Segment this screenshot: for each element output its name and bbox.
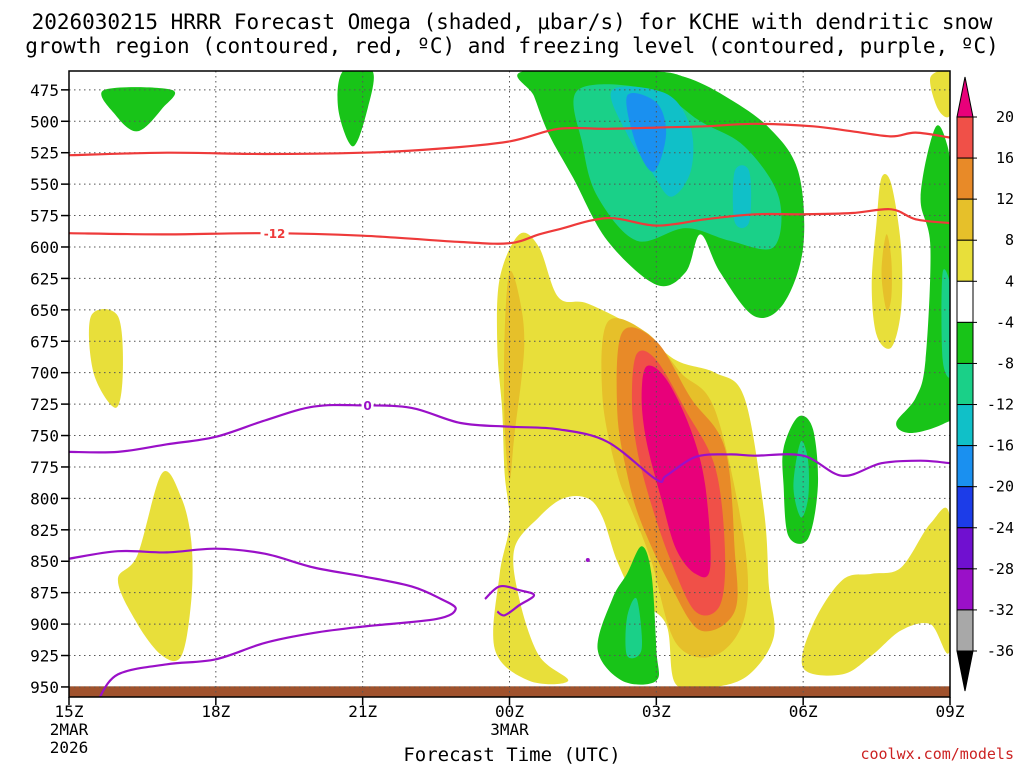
omega-region-yellow-right-lower <box>801 507 950 676</box>
y-axis: 475 500 525 550 575 600 625 650 675 700 725 750 775 8… <box>30 81 69 697</box>
dgz-contour-label-1: -12 <box>264 227 286 241</box>
colorbar-swatch-5 <box>956 321 974 364</box>
omega-region-green-right <box>896 125 950 433</box>
omega-region-yellow-left-small <box>88 309 123 408</box>
y-tick-label-675: 675 <box>30 332 59 351</box>
y-tick-label-725: 725 <box>30 395 59 414</box>
x-axis-title: Forecast Time (UTC) <box>403 744 621 766</box>
freezing-contour-label-0: 0 <box>363 399 371 413</box>
colorbar: 20 16 12 8 4 -4 -8 -12 -16 -20 -24 -28 -32 -36 <box>956 76 1014 692</box>
omega-region-green-top-mid <box>337 71 374 147</box>
y-tick-label-825: 825 <box>30 521 59 540</box>
colorbar-top-arrow <box>956 76 974 118</box>
x-tick-label-15Z: 15Z <box>55 702 84 721</box>
chart-title-line2: growth region (contoured, red, ºC) and f… <box>25 34 999 58</box>
colorbar-label-11: -28 <box>987 560 1014 578</box>
colorbar-label-3: 8 <box>1005 231 1014 249</box>
colorbar-swatch-0 <box>956 116 974 159</box>
omega-region-magenta-main <box>641 365 711 578</box>
x-tick-sublabel-15Z: 2MAR <box>50 720 89 739</box>
colorbar-label-5: -4 <box>996 313 1014 331</box>
x-tick-sublabel-00Z: 3MAR <box>490 720 529 739</box>
y-tick-label-850: 850 <box>30 552 59 571</box>
omega-region-teal-right <box>941 269 950 378</box>
y-tick-label-925: 925 <box>30 647 59 666</box>
freezing-contour-dot <box>585 557 590 562</box>
omega-region-teal-lower-mid <box>625 597 643 659</box>
y-tick-label-550: 550 <box>30 175 59 194</box>
chart-title-line1: 2026030215 HRRR Forecast Omega (shaded, … <box>31 10 993 34</box>
y-tick-label-650: 650 <box>30 301 59 320</box>
omega-region-orange-right-mid <box>881 234 892 311</box>
colorbar-label-1: 16 <box>996 149 1014 167</box>
dgz-contour-label-bg-1 <box>260 226 289 241</box>
freezing-contour-label-bg-0 <box>361 398 374 413</box>
colorbar-swatch-10 <box>956 527 974 570</box>
colorbar-label-9: -20 <box>987 478 1014 496</box>
omega-region-green-top-left <box>101 87 176 132</box>
x-tick-label-21Z: 21Z <box>348 702 377 721</box>
x-tick-sublabel2-15Z: 2026 <box>50 738 89 757</box>
y-tick-label-875: 875 <box>30 584 59 603</box>
x-tick-label-18Z: 18Z <box>201 702 230 721</box>
colorbar-label-12: -32 <box>987 601 1014 619</box>
colorbar-swatch-11 <box>956 568 974 611</box>
omega-region-cyan-small <box>732 165 752 229</box>
colorbar-label-8: -16 <box>987 437 1014 455</box>
colorbar-label-4: 4 <box>1005 272 1014 290</box>
colorbar-label-0: 20 <box>996 108 1014 126</box>
x-tick-label-00Z: 00Z <box>495 702 524 721</box>
colorbar-swatch-9 <box>956 486 974 529</box>
colorbar-label-13: -36 <box>987 642 1014 660</box>
contour-layer: -12 0 <box>69 122 950 697</box>
y-tick-label-600: 600 <box>30 238 59 257</box>
omega-region-yellow-topright <box>930 71 950 118</box>
y-tick-label-775: 775 <box>30 458 59 477</box>
colorbar-label-2: 12 <box>996 190 1014 208</box>
omega-region-yellow-left-lower <box>117 471 193 662</box>
colorbar-swatch-2 <box>956 198 974 241</box>
colorbar-swatch-3 <box>956 239 974 282</box>
y-tick-label-500: 500 <box>30 112 59 131</box>
colorbar-label-7: -12 <box>987 396 1014 414</box>
y-tick-label-950: 950 <box>30 678 59 697</box>
y-tick-label-475: 475 <box>30 81 59 100</box>
colorbar-bottom-arrow <box>956 650 974 692</box>
colorbar-swatch-7 <box>956 404 974 447</box>
dgz-contour-line-1 <box>69 208 950 245</box>
colorbar-swatch-6 <box>956 362 974 406</box>
colorbar-swatch-8 <box>956 445 974 488</box>
colorbar-swatch-4 <box>956 280 974 323</box>
freezing-contour-line-0 <box>69 403 950 483</box>
x-tick-label-09Z: 09Z <box>936 702 965 721</box>
omega-shading-layer <box>88 71 950 691</box>
y-tick-label-750: 750 <box>30 427 59 446</box>
y-tick-label-575: 575 <box>30 207 59 226</box>
x-tick-label-03Z: 03Z <box>642 702 671 721</box>
grid-layer <box>69 71 950 697</box>
y-tick-label-700: 700 <box>30 364 59 383</box>
colorbar-label-6: -8 <box>996 354 1014 372</box>
colorbar-swatch-12 <box>956 609 974 652</box>
y-tick-label-625: 625 <box>30 269 59 288</box>
dgz-contour-line-0 <box>69 122 950 157</box>
colorbar-swatch-1 <box>956 157 974 200</box>
freezing-contour-line-2 <box>484 584 536 617</box>
y-tick-label-900: 900 <box>30 615 59 634</box>
freezing-contour-line-1 <box>69 547 457 697</box>
y-tick-label-800: 800 <box>30 489 59 508</box>
credit-text[interactable]: coolwx.com/models <box>860 745 1014 763</box>
colorbar-label-10: -24 <box>987 519 1014 537</box>
y-tick-label-525: 525 <box>30 144 59 163</box>
x-tick-label-06Z: 06Z <box>789 702 818 721</box>
